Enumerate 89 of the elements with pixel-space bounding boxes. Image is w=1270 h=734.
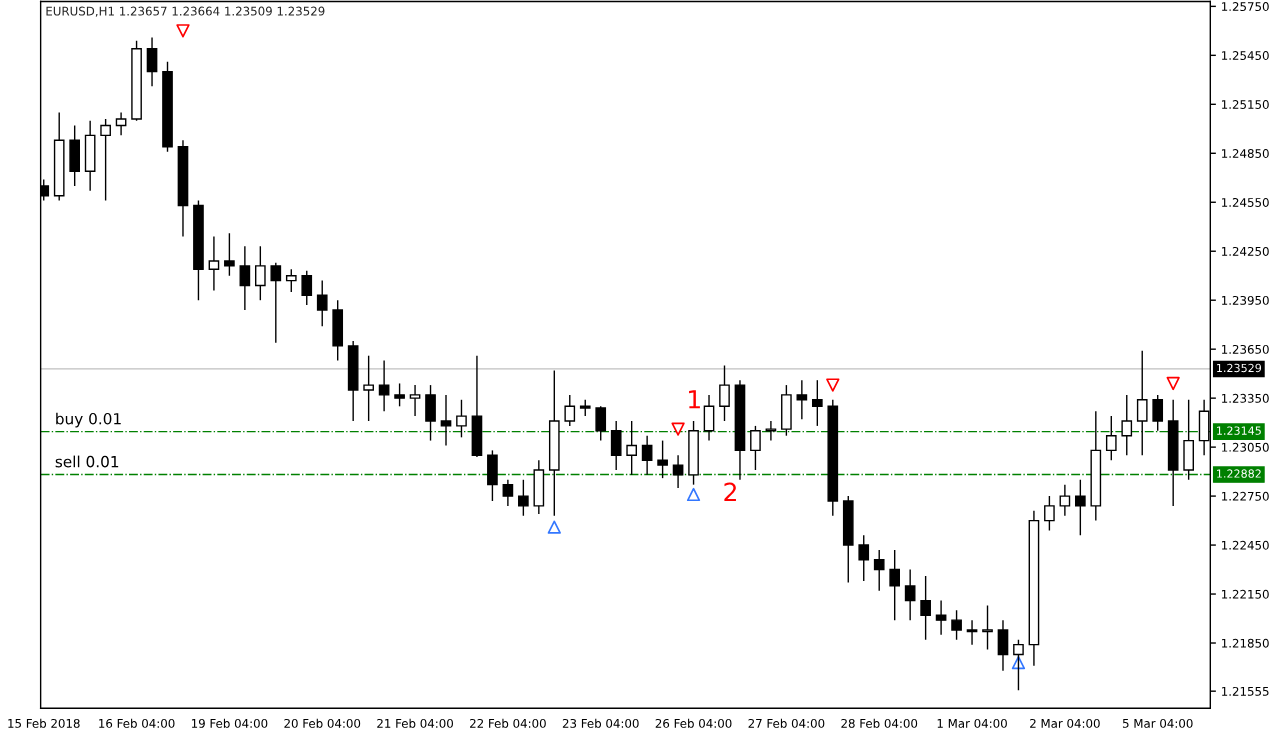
x-tick-label: 19 Feb 04:00 [191,718,268,728]
y-tick-label: 1.21850 [1222,638,1269,648]
y-tick-label: 1.25450 [1222,51,1269,60]
candlestick [811,379,823,427]
candlestick [518,479,529,517]
candlestick [239,245,251,311]
annotation: 1 [689,390,700,409]
x-tick-label: 27 Feb 04:00 [748,718,825,728]
point [686,487,701,502]
annotation: sell 0.01 [55,455,119,468]
y-tick-label: 1.22150 [1222,589,1269,599]
candlestick [316,279,328,328]
y-tick-label: 1.21555 [1222,686,1269,696]
y-tick-label: 1.24850 [1222,149,1269,158]
x-tick-label: 15 Feb 2018 [8,718,80,728]
ref-line-label: 1.23529 [1217,363,1262,373]
x-tick-label: 16 Feb 04:00 [99,718,175,728]
candlestick [765,420,777,442]
y-tick-label: 1.23950 [1222,295,1269,305]
candlestick [873,549,885,592]
candlestick [208,235,220,292]
candlestick [1075,479,1086,536]
candlestick [1121,394,1133,456]
candlestick [935,599,947,636]
y-tick-label: 1.23050 [1222,442,1269,452]
x-tick-label: 20 Feb 04:00 [284,718,361,728]
candlestick [858,534,870,582]
candlestick [456,399,467,439]
candlestick [889,549,901,621]
y-tick-label: 1.23350 [1222,393,1269,403]
x-tick-label: 1 Mar 04:00 [937,718,1007,728]
candlestick [951,609,962,641]
x-tick-label: 26 Feb 04:00 [655,718,732,728]
candlestick [440,394,452,447]
ref-line-label: 1.23145 [1217,426,1261,435]
candlestick [966,619,978,646]
candlestick [409,384,421,417]
annotation: 2 [724,482,736,502]
candlestick [115,111,127,137]
x-tick-label: 28 Feb 04:00 [841,718,918,728]
candlestick [1105,415,1117,461]
candlestick [641,434,653,476]
candlestick [100,118,111,202]
candlestick [378,359,390,412]
candlestick [363,355,374,422]
candlestick [719,364,730,422]
candlestick [657,439,668,479]
candlestick [224,232,235,277]
candlestick [904,568,916,621]
candlestick [502,479,514,507]
candlestick [796,379,808,421]
y-tick-label: 1.22750 [1222,491,1269,501]
x-tick-label: 22 Feb 04:00 [470,718,546,728]
point [176,24,190,38]
point [826,378,840,392]
x-tick-label: 2 Mar 04:00 [1030,718,1100,728]
candlestick [626,420,638,476]
candlestick [750,425,761,471]
candlestick [1136,350,1148,456]
x-tick-label: 23 Feb 04:00 [562,718,639,728]
candlestick [920,575,931,641]
chart-title: EURUSD,H1 1.23657 1.23664 1.23509 1.23529 [46,6,325,17]
candlestick [394,382,405,408]
x-tick-label: 5 Mar 04:00 [1122,718,1193,728]
point [671,422,685,436]
candlestick [1152,394,1164,432]
y-tick-label: 1.24250 [1222,246,1269,256]
candlestick [285,268,297,293]
candlestick [1059,483,1071,517]
x-tick-label: 21 Feb 04:00 [377,718,453,728]
candlestick [270,261,282,344]
y-tick-label: 1.24550 [1222,197,1269,207]
y-tick-label: 1.25150 [1222,100,1269,109]
candlestick [982,604,993,651]
candlestick [595,405,607,442]
candlestick [146,36,158,88]
annotation: buy 0.01 [56,412,121,428]
candlestick [40,178,50,202]
candlestick [564,394,576,427]
point [547,520,561,534]
point [1166,376,1180,391]
y-tick-label: 1.23650 [1222,344,1269,354]
candlestick [255,245,266,301]
candlestick [1044,495,1055,532]
candlestick [672,454,684,489]
ref-line-label: 1.22882 [1217,469,1261,478]
candlestick [301,270,313,306]
y-tick-label: 1.22450 [1222,540,1269,550]
y-tick-label: 1.25750 [1222,2,1269,12]
